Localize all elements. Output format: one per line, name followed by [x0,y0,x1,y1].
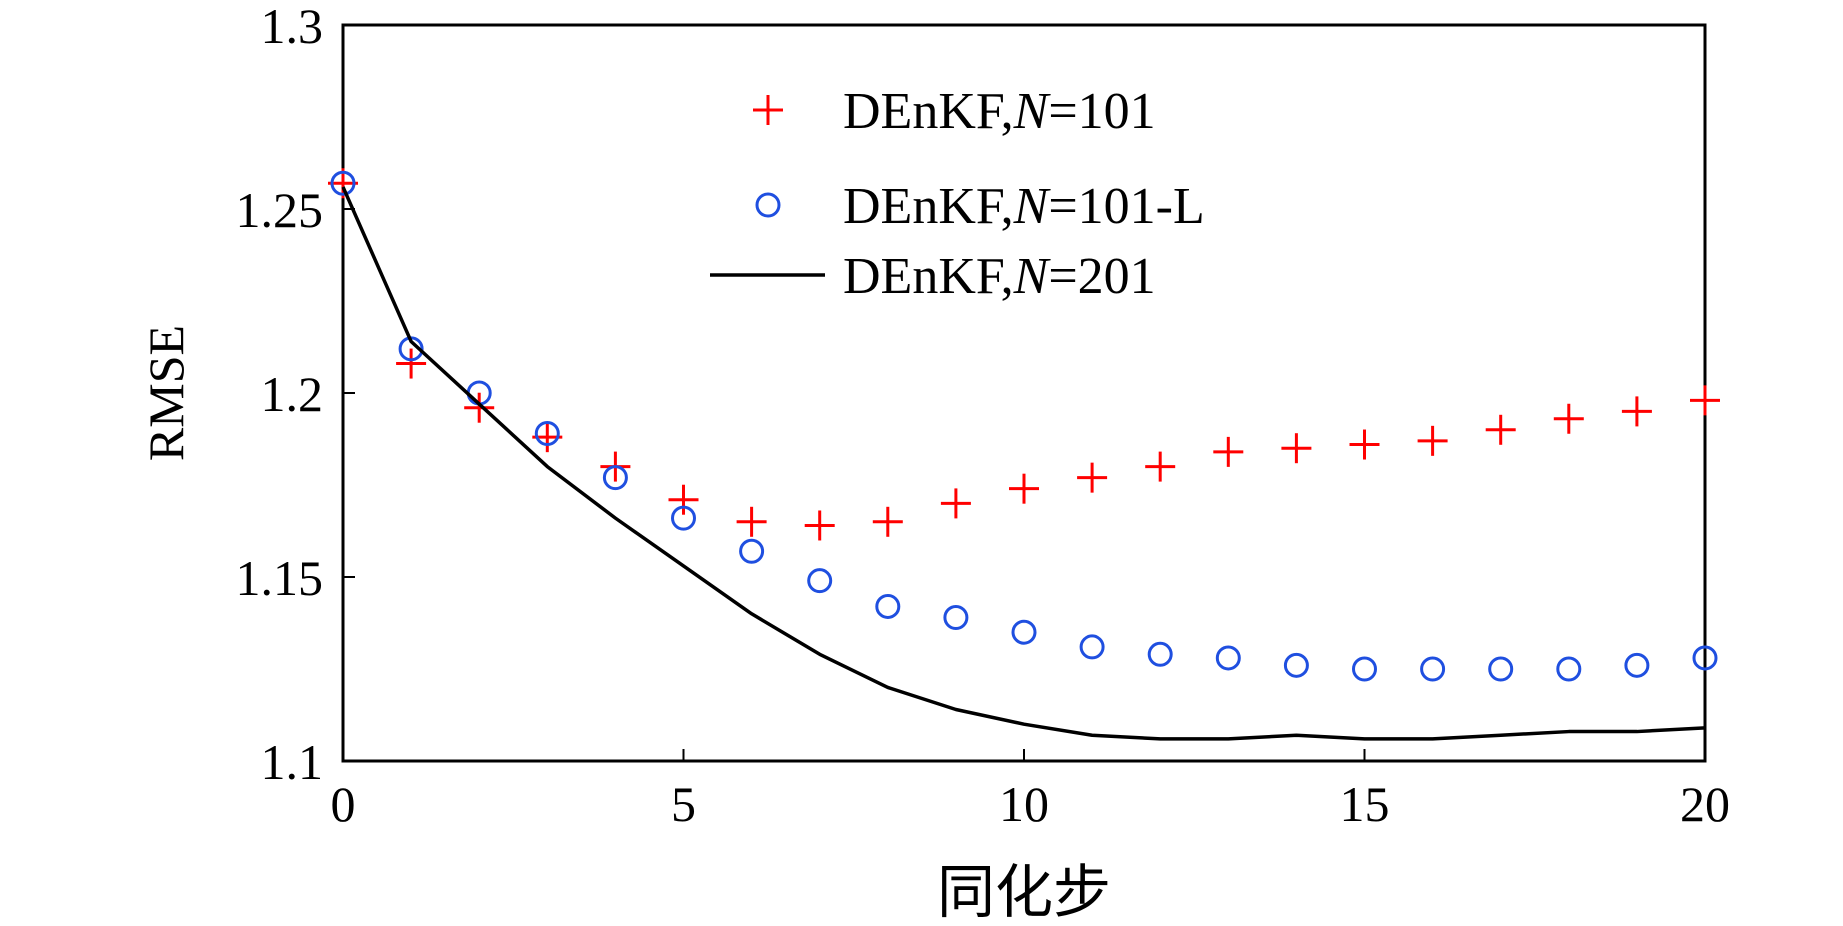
data-point-plus [1281,433,1312,464]
data-point-plus [1417,425,1448,456]
data-point-circle [943,604,969,630]
x-tick-label: 10 [999,776,1049,832]
legend: DEnKF,N=101 DEnKF,N=101-L DEnKF,N=201 [710,83,1205,305]
data-point-circle [1011,619,1037,645]
data-point-plus [1145,451,1176,482]
data-point-plus [872,506,903,537]
chart-marks [328,168,1720,741]
data-point-plus [1690,385,1720,416]
legend-circle-marker [755,192,781,218]
data-point-plus [464,392,495,423]
data-point-plus [396,348,427,379]
data-point-circle [1283,652,1309,678]
data-point-plus [1077,462,1108,493]
data-point-plus [736,506,767,537]
data-point-circle [671,505,696,531]
y-axis-label: RMSE [138,325,194,461]
data-point-plus [940,488,971,519]
data-point-circle [875,593,901,619]
data-point-plus [1553,403,1584,434]
y-tick-label: 1.25 [236,182,324,238]
data-point-circle [534,420,560,446]
data-point-circle [1079,634,1105,660]
x-tick-label: 5 [671,776,696,832]
legend-label: DEnKF,N=101-L [843,178,1205,235]
legend-plus-marker [753,95,783,125]
x-tick-label: 15 [1340,776,1390,832]
data-point-plus [1009,473,1039,504]
data-point-circle [1147,641,1173,667]
x-tick-label: 20 [1680,776,1730,832]
legend-item: DEnKF,N=201 [710,248,1156,305]
y-tick-label: 1.2 [261,366,324,422]
data-point-circle [602,465,628,491]
x-axis: 0 5 10 15 20 [331,749,1730,832]
legend-item: DEnKF,N=101-L [755,178,1205,235]
legend-label: DEnKF,N=201 [843,248,1156,305]
y-tick-label: 1.3 [261,0,324,54]
data-point-circle [1488,656,1514,682]
data-point-plus [668,484,699,515]
series-line [341,186,1706,741]
data-point-circle [330,170,356,196]
y-tick-label: 1.15 [236,550,324,606]
data-point-circle [1215,645,1241,671]
data-point-plus [1213,436,1244,467]
x-axis-label: 同化步 [937,860,1111,925]
y-tick-label: 1.1 [261,734,324,790]
data-point-plus [1621,396,1652,427]
data-point-plus [804,510,835,541]
legend-item: DEnKF,N=101 [753,83,1156,140]
data-point-plus [1485,414,1516,445]
legend-label: DEnKF,N=101 [843,83,1156,140]
data-point-circle [1624,652,1650,678]
data-point-circle [739,538,765,564]
data-point-circle [1556,656,1582,682]
data-point-circle [1692,645,1718,671]
data-point-circle [1352,656,1377,682]
series-1 [330,170,1718,682]
y-axis: 1.1 1.15 1.2 1.25 1.3 [236,0,355,790]
data-point-circle [1420,656,1446,682]
x-tick-label: 0 [331,776,356,832]
data-point-circle [807,568,833,594]
plot-frame [341,23,1707,763]
data-point-plus [1349,429,1380,460]
series-2 [341,186,1706,741]
